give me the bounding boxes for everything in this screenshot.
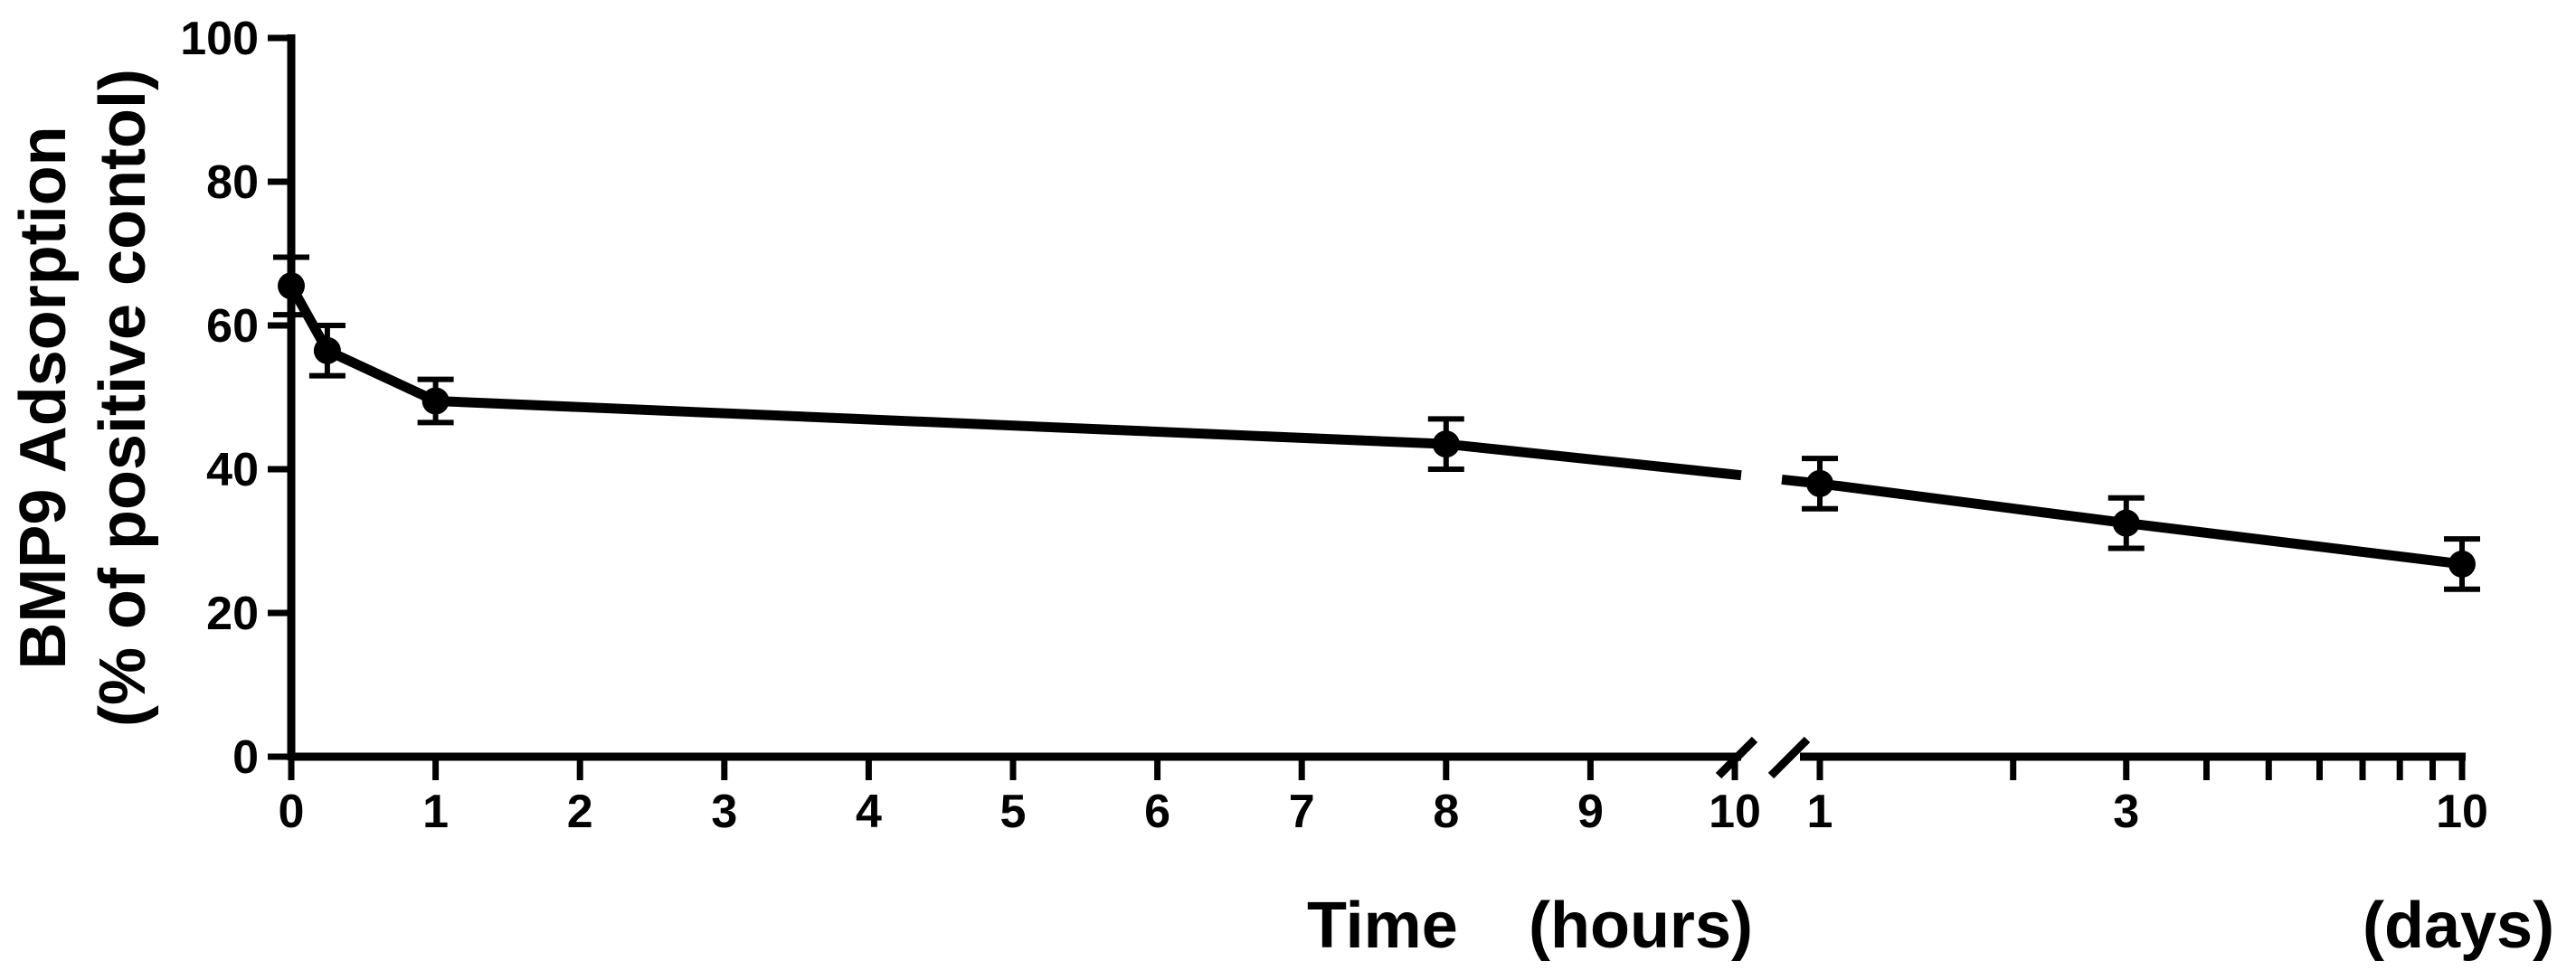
axis-break-mark-right <box>1767 736 1811 779</box>
x-tick-label-hours: 10 <box>1709 786 1761 838</box>
x-tick-label-hours: 7 <box>1289 786 1315 838</box>
y-axis-title-line2: (% of positive contol) <box>87 69 159 727</box>
x-axis-title-hours: (hours) <box>1529 890 1753 962</box>
axis-break-mark-left <box>1715 736 1758 779</box>
x-tick-label-hours: 4 <box>856 786 882 838</box>
y-tick-label: 0 <box>232 731 259 784</box>
series-line-break-right <box>1781 474 1821 489</box>
x-tick-label-hours: 0 <box>279 786 305 838</box>
data-point <box>313 336 341 364</box>
data-point <box>2112 509 2140 537</box>
x-axis: 0 1 2 3 4 5 6 7 8 9 10 1 3 10 <box>279 736 2488 838</box>
data-point <box>278 272 305 300</box>
data-series <box>273 254 2480 592</box>
y-tick-label: 20 <box>206 588 259 640</box>
y-tick-label: 40 <box>206 444 259 496</box>
data-point <box>421 387 450 415</box>
x-axis-title-days: (days) <box>2363 890 2554 962</box>
x-tick-label-hours: 3 <box>711 786 737 838</box>
y-tick-label: 100 <box>180 13 259 65</box>
series-line-hours <box>287 283 1447 449</box>
x-tick-label-days: 3 <box>2113 786 2139 838</box>
x-tick-label-days: 1 <box>1807 786 1833 838</box>
series-line-break-left <box>1445 438 1742 481</box>
x-tick-label-hours: 1 <box>422 786 449 838</box>
x-axis-title-time: Time <box>1307 890 1458 962</box>
y-axis: 0 20 40 60 80 100 <box>180 13 296 784</box>
x-tick-label-hours: 5 <box>1000 786 1027 838</box>
y-tick-label: 60 <box>206 300 259 353</box>
x-tick-label-hours: 9 <box>1577 786 1604 838</box>
y-axis-title-line1: BMP9 Adsorption <box>7 126 80 669</box>
x-tick-label-hours: 2 <box>567 786 593 838</box>
x-tick-label-hours: 6 <box>1144 786 1170 838</box>
y-tick-label: 80 <box>206 156 259 209</box>
x-tick-label-days: 10 <box>2436 786 2488 838</box>
data-point <box>2448 550 2476 578</box>
x-tick-label-hours: 8 <box>1433 786 1459 838</box>
